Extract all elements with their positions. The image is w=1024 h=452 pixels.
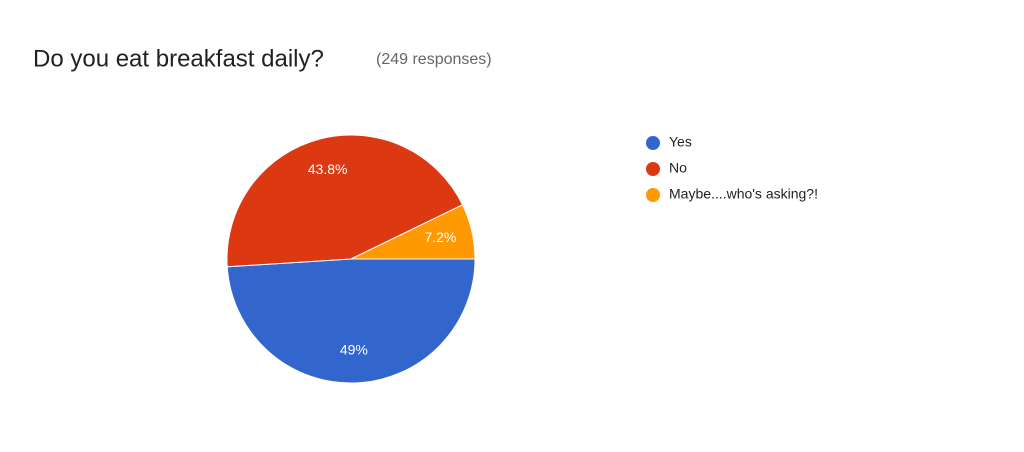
legend-label: No: [669, 160, 687, 176]
slice-label: 49%: [340, 341, 368, 357]
legend-marker: [646, 136, 660, 150]
chart-subtitle: (249 responses): [376, 51, 492, 68]
legend-marker: [646, 188, 660, 202]
legend-label: Maybe....who's asking?!: [669, 186, 818, 202]
pie-slice: [350, 204, 476, 260]
legend-marker: [646, 162, 660, 176]
slice-label: 43.8%: [308, 161, 348, 177]
pie-slice: [226, 258, 476, 384]
legend-label: Yes: [669, 134, 692, 150]
slice-label: 7.2%: [424, 229, 456, 245]
chart-title: Do you eat breakfast daily?: [33, 45, 324, 72]
pie-slice: [226, 134, 464, 268]
